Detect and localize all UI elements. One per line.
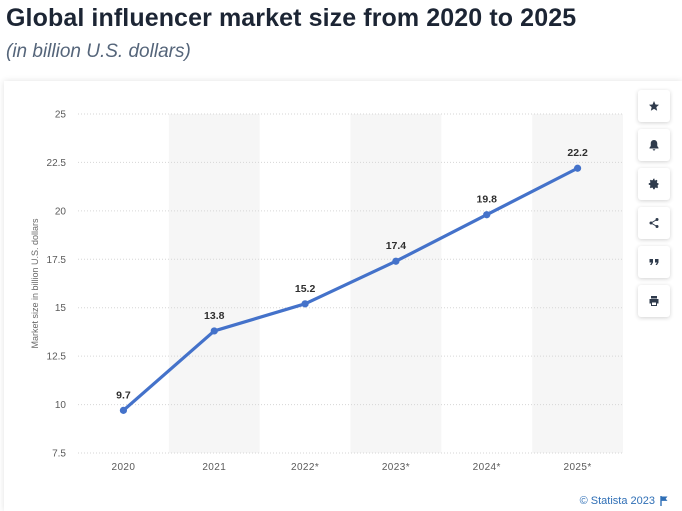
- notification-button[interactable]: [638, 129, 670, 161]
- print-icon: [648, 295, 660, 307]
- share-button[interactable]: [638, 207, 670, 239]
- data-point: [119, 406, 128, 414]
- page-title: Global influencer market size from 2020 …: [6, 4, 577, 32]
- quote-icon: [648, 256, 660, 268]
- y-tick-label: 25: [55, 110, 67, 121]
- chart-toolbar: [638, 90, 670, 324]
- data-point: [573, 164, 582, 172]
- page-subtitle: (in billion U.S. dollars): [6, 41, 191, 62]
- x-tick-label: 2021: [202, 462, 226, 473]
- y-tick-label: 7.5: [52, 449, 66, 460]
- y-tick-label: 15: [55, 303, 67, 314]
- data-point: [483, 211, 491, 219]
- share-icon: [648, 217, 660, 229]
- data-label: 15.2: [295, 283, 316, 295]
- x-tick-label: 2020: [111, 462, 135, 473]
- data-point: [392, 257, 400, 265]
- x-tick-label: 2022*: [291, 462, 319, 473]
- y-axis-label: Market size in billion U.S. dollars: [30, 218, 40, 349]
- settings-button[interactable]: [638, 168, 670, 200]
- print-button[interactable]: [638, 285, 670, 317]
- data-label: 22.2: [567, 147, 588, 159]
- column-band: [168, 114, 260, 453]
- y-tick-label: 10: [55, 400, 67, 411]
- favorite-button[interactable]: [638, 90, 670, 122]
- data-label: 19.8: [477, 194, 498, 206]
- star-icon: [648, 100, 660, 112]
- x-tick-label: 2024*: [473, 462, 501, 473]
- y-tick-label: 20: [55, 206, 67, 217]
- cite-button[interactable]: [638, 246, 670, 278]
- flag-icon: [660, 496, 668, 506]
- data-label: 9.7: [116, 389, 131, 401]
- y-tick-label: 17.5: [47, 255, 67, 266]
- data-label: 17.4: [386, 240, 407, 252]
- gear-icon: [648, 178, 660, 190]
- data-point: [301, 300, 309, 308]
- x-tick-label: 2023*: [382, 462, 410, 473]
- y-tick-label: 22.5: [47, 158, 67, 169]
- bell-icon: [648, 139, 660, 151]
- data-label: 13.8: [204, 310, 225, 322]
- statista-credit[interactable]: © Statista 2023: [580, 495, 668, 507]
- column-band: [350, 114, 442, 453]
- x-tick-label: 2025*: [564, 462, 592, 473]
- y-tick-label: 12.5: [47, 352, 67, 363]
- series-line: [121, 166, 580, 412]
- credit-text: © Statista 2023: [579, 495, 655, 507]
- data-point: [210, 327, 218, 335]
